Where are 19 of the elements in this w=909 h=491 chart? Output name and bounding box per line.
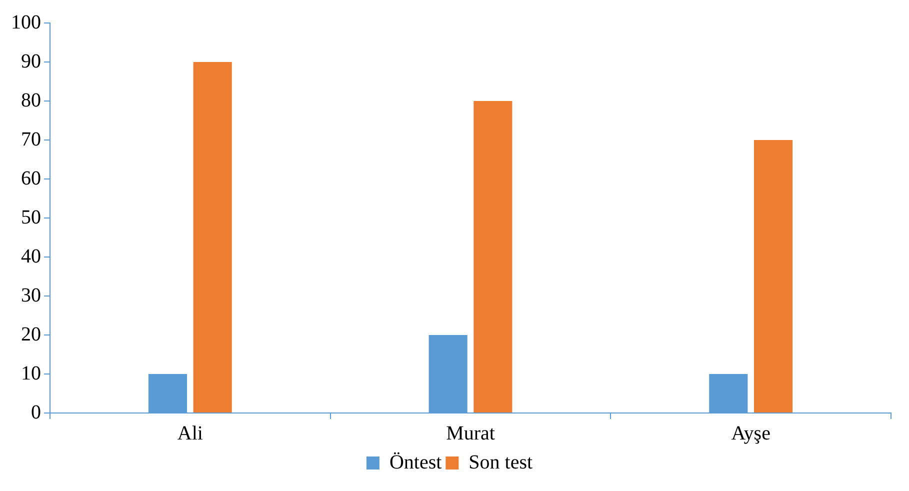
bar	[193, 62, 232, 412]
y-tick-label: 20	[21, 323, 41, 346]
x-tick-label: Murat	[446, 422, 496, 444]
bar	[474, 101, 512, 412]
y-tick-label: 0	[31, 401, 41, 424]
x-tick-label: Ayşe	[731, 422, 771, 444]
y-tick-label: 70	[21, 128, 41, 150]
bar	[754, 140, 793, 412]
legend-label: Son test	[468, 451, 533, 474]
y-tick-label: 40	[21, 245, 41, 268]
y-tick-label: 30	[21, 284, 41, 306]
y-tick-label: 10	[21, 362, 41, 384]
y-tick-label: 50	[21, 206, 41, 228]
y-tick-label: 80	[21, 89, 41, 112]
y-tick-label: 60	[21, 167, 41, 190]
y-tick-label: 100	[11, 11, 41, 34]
x-tick-label: Ali	[177, 422, 204, 444]
legend-label: Öntest	[389, 451, 442, 474]
y-tick-label: 90	[21, 50, 41, 72]
